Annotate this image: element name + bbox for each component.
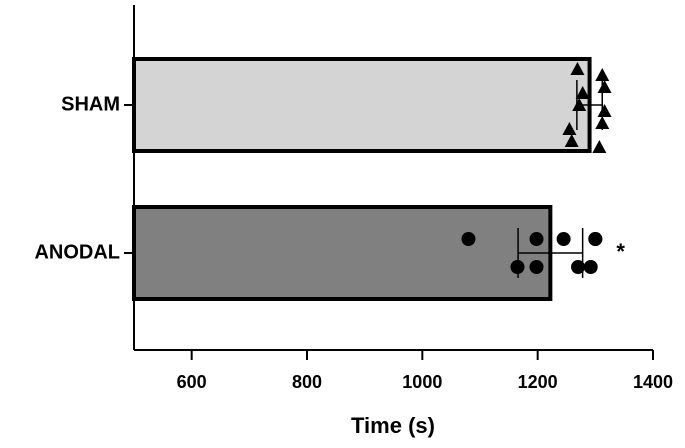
x-tick-label: 600 [177, 372, 207, 392]
data-point [583, 260, 598, 274]
data-point [588, 232, 603, 246]
data-point [510, 260, 525, 274]
x-tick-label: 1000 [402, 372, 442, 392]
data-point [564, 134, 579, 147]
x-tick-label: 800 [292, 372, 322, 392]
data-point [595, 68, 610, 81]
data-point [572, 98, 587, 111]
data-point [595, 116, 610, 129]
y-tick-label: SHAM [61, 93, 120, 115]
data-point [529, 260, 544, 274]
y-tick-label: ANODAL [34, 241, 120, 263]
data-point [571, 260, 586, 274]
annotation: * [616, 239, 625, 264]
data-point [597, 80, 612, 93]
x-tick-label: 1400 [633, 372, 673, 392]
data-point [592, 140, 607, 153]
data-point [562, 122, 577, 135]
data-point [575, 86, 590, 99]
data-point [556, 232, 571, 246]
data-point [529, 232, 544, 246]
data-point [597, 104, 612, 117]
bar [132, 57, 592, 153]
bar [132, 205, 553, 301]
x-axis-label: Time (s) [351, 413, 435, 438]
data-point [461, 232, 476, 246]
x-tick-label: 1200 [518, 372, 558, 392]
data-point [570, 62, 585, 75]
